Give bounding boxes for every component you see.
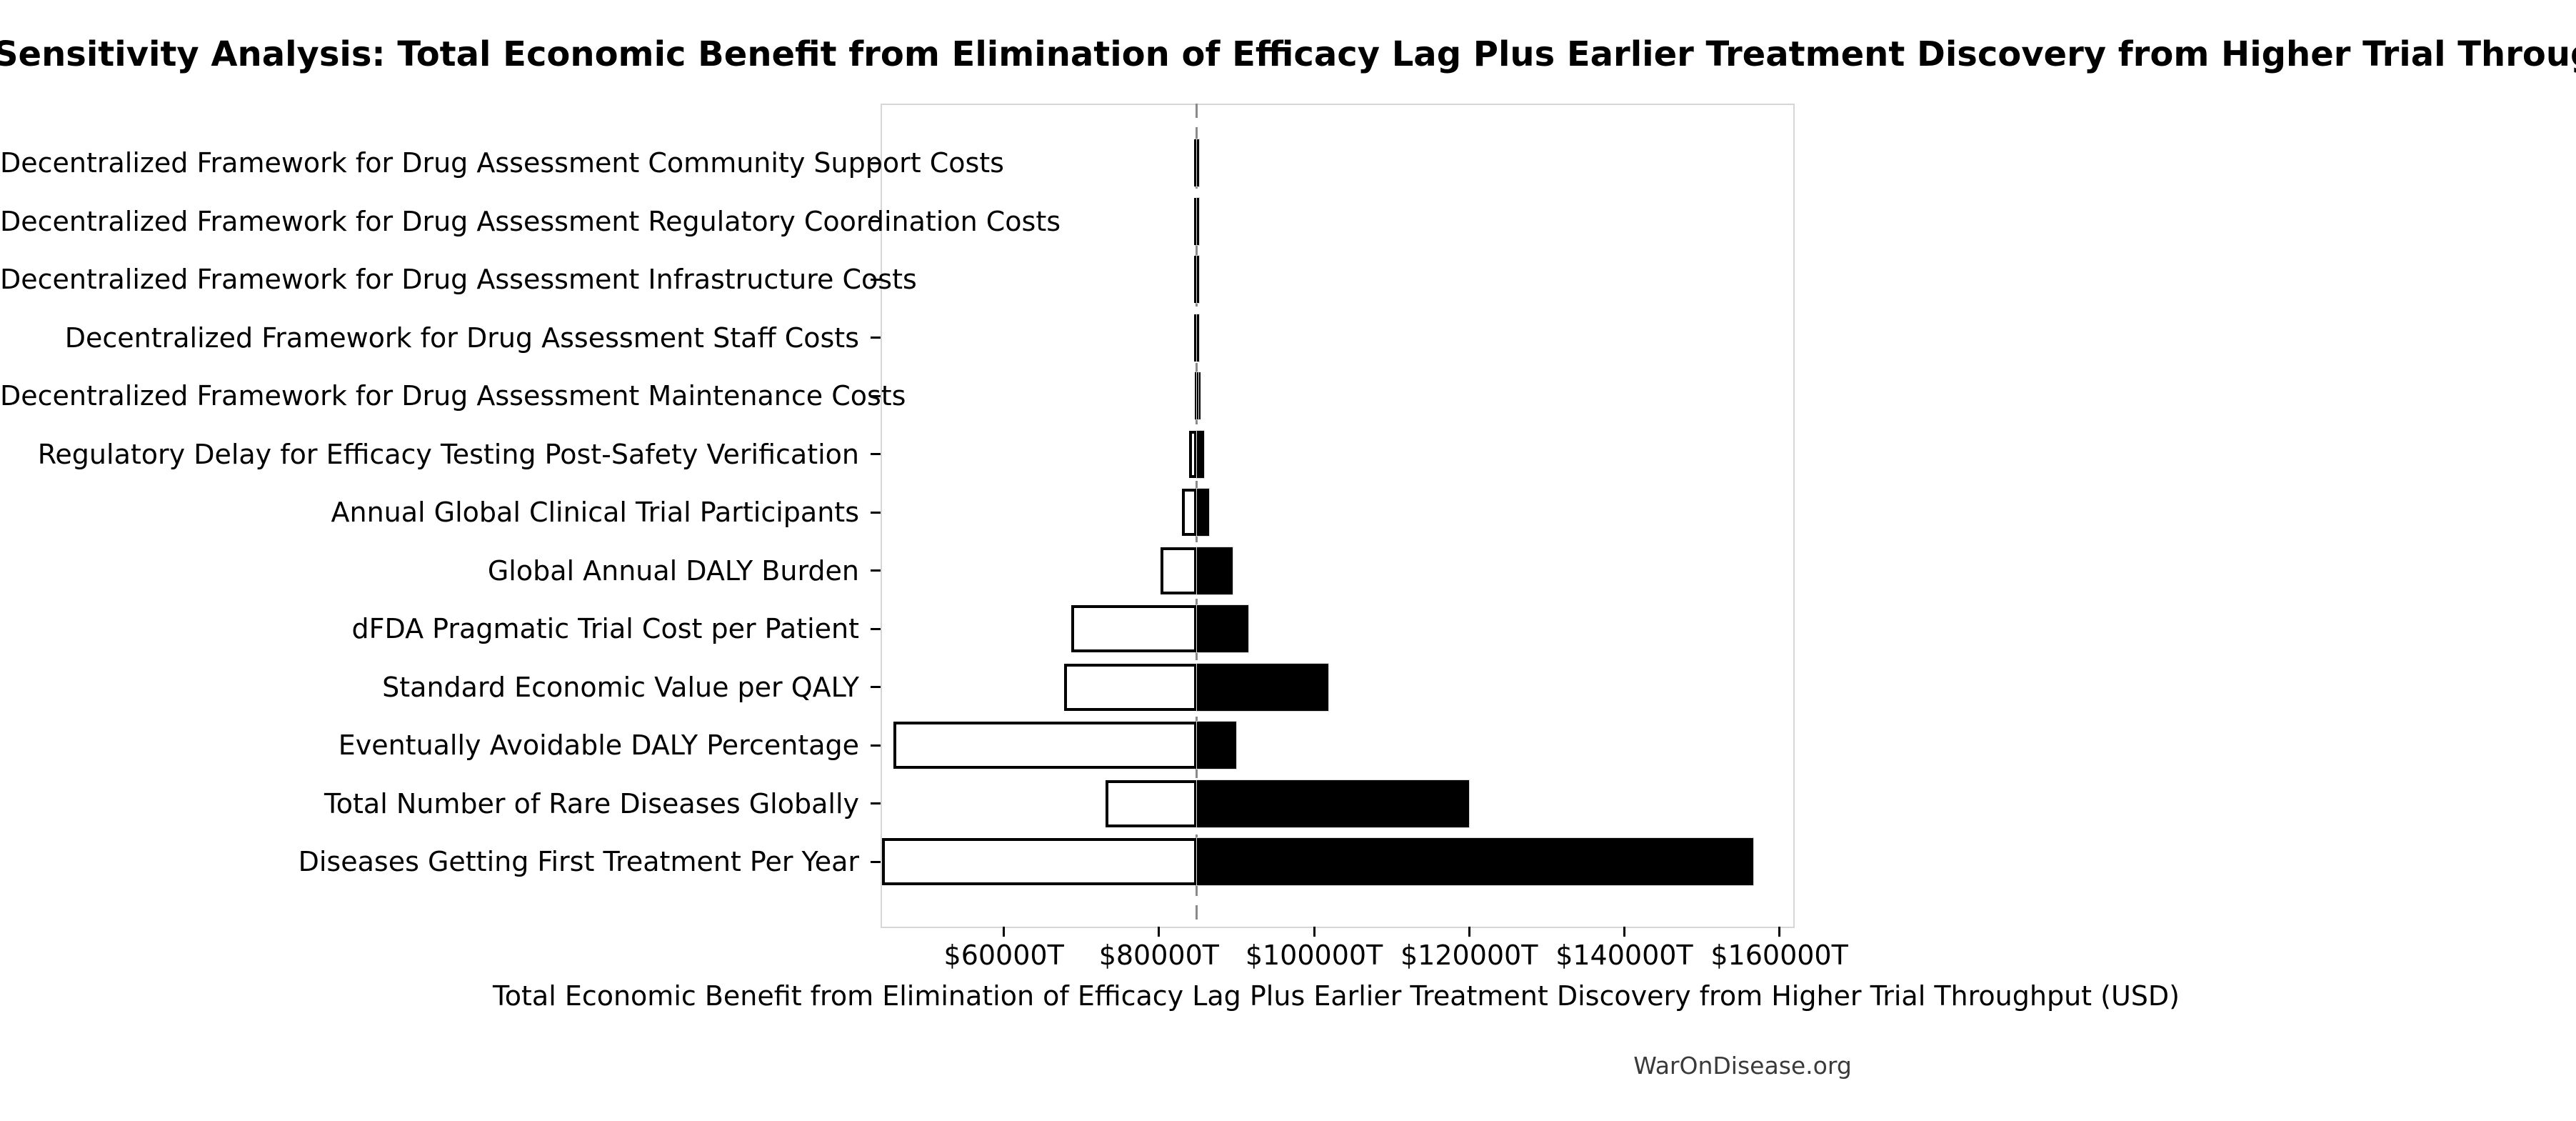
high-estimate-bar [1196,197,1200,245]
x-axis-tick-label: $140000T [1555,940,1693,971]
y-axis-category-label: Standard Economic Value per QALY [382,671,859,703]
high-estimate-bar [1196,779,1470,827]
y-axis-category-label: Total Number of Rare Diseases Globally [324,787,859,819]
low-estimate-bar [882,838,1197,885]
low-estimate-bar [1189,430,1197,478]
x-axis-tick [1158,927,1161,937]
high-estimate-bar [1196,547,1233,594]
x-axis-tick [1003,927,1006,937]
low-estimate-bar [1161,547,1197,594]
y-axis-category-label: Decentralized Framework for Drug Assessm… [0,147,1004,179]
x-axis-tick-label: $80000T [1098,940,1219,971]
y-axis-category-label: Decentralized Framework for Drug Assessm… [0,264,917,295]
high-estimate-bar [1196,489,1210,536]
y-axis-category-label: Eventually Avoidable DALY Percentage [338,729,859,761]
y-axis-tick [871,627,881,630]
high-estimate-bar [1196,722,1237,769]
high-estimate-bar [1196,256,1199,303]
x-axis-tick [1468,927,1470,937]
x-axis-tick-label: $120000T [1400,940,1538,971]
x-axis-tick [1778,927,1781,937]
y-axis-category-label: Decentralized Framework for Drug Assessm… [0,205,1061,237]
high-estimate-bar [1196,139,1200,186]
y-axis-category-label: Annual Global Clinical Trial Participant… [331,497,859,528]
low-estimate-bar [1071,605,1197,652]
y-axis-tick [871,220,881,222]
y-axis-tick [871,860,881,863]
high-estimate-bar [1196,838,1753,885]
y-axis-tick [871,394,881,397]
y-axis-tick [871,744,881,747]
x-axis-label: Total Economic Benefit from Elimination … [493,980,2180,1012]
y-axis-tick [871,686,881,688]
low-estimate-bar [1182,489,1197,536]
y-axis-tick [871,802,881,804]
y-axis-category-label: Decentralized Framework for Drug Assessm… [0,380,906,412]
y-axis-category-label: dFDA Pragmatic Trial Cost per Patient [351,613,859,644]
high-estimate-bar [1196,430,1204,478]
y-axis-category-label: Diseases Getting First Treatment Per Yea… [298,846,859,877]
x-axis-tick-label: $60000T [943,940,1064,971]
low-estimate-bar [1064,663,1197,711]
y-axis-category-label: Decentralized Framework for Drug Assessm… [64,322,859,354]
y-axis-tick [871,569,881,572]
y-axis-tick [871,161,881,164]
high-estimate-bar [1196,663,1328,711]
y-axis-category-label: Regulatory Delay for Efficacy Testing Po… [37,438,859,470]
y-axis-category-label: Global Annual DALY Burden [487,554,859,587]
y-axis-tick [871,511,881,514]
low-estimate-bar [1105,779,1197,827]
x-axis-tick [1313,927,1315,937]
y-axis-tick [871,278,881,281]
x-axis-tick [1623,927,1625,937]
high-estimate-bar [1196,605,1248,652]
low-estimate-bar [893,722,1197,769]
x-axis-tick-label: $160000T [1710,940,1848,971]
footer-watermark: WarOnDisease.org [1633,1052,1852,1080]
high-estimate-bar [1196,372,1199,419]
y-axis-tick [871,337,881,339]
y-axis-tick [871,453,881,455]
high-estimate-bar [1196,314,1199,362]
x-axis-tick-label: $100000T [1245,940,1383,971]
chart-title: Sensitivity Analysis: Total Economic Ben… [0,34,2576,74]
